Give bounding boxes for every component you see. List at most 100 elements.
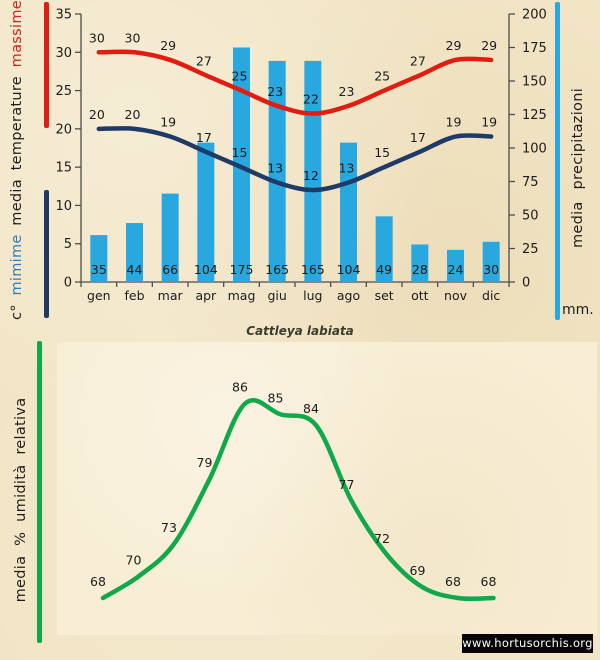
- max-temp-label: 27: [410, 53, 426, 68]
- precip-value-label: 44: [127, 262, 143, 277]
- precip-value-label: 175: [230, 262, 254, 277]
- precip-bar: [90, 235, 108, 282]
- min-temp-label: 20: [89, 107, 105, 122]
- humidity-value-label: 85: [268, 390, 284, 405]
- precip-bar: [268, 60, 286, 283]
- max-temp-label: 27: [196, 53, 212, 68]
- humidity-value-label: 73: [161, 520, 177, 535]
- humidity-value-label: 79: [197, 455, 213, 470]
- precip-bar: [197, 142, 215, 282]
- precip-tick-label: 25: [522, 242, 539, 257]
- right-axis-rail: media precipitazioni: [567, 43, 589, 293]
- precip-tick-label: 75: [522, 175, 539, 190]
- max-temp-label: 23: [339, 84, 355, 99]
- humidity-key-bar: [37, 341, 42, 643]
- celsius-unit-label: c°: [9, 304, 25, 320]
- min-temp-label: 13: [267, 160, 283, 175]
- precip-tick-label: 100: [522, 142, 547, 157]
- min-temp-label: 19: [481, 115, 497, 130]
- minima-series-label: mimime: [9, 234, 25, 296]
- max-temp-label: 23: [267, 84, 283, 99]
- humidity-chart-svg: 68 70 73 79 86 85 84 77 72 69 68 68: [90, 380, 497, 602]
- month-label: gen: [87, 288, 111, 303]
- precip-value-label: 24: [448, 262, 464, 277]
- min-temp-label: 15: [374, 145, 390, 160]
- mm-unit-label: mm.: [562, 302, 594, 318]
- humidity-value-label: 72: [374, 531, 390, 546]
- media-word-label: media: [9, 179, 25, 226]
- min-temp-label: 15: [232, 145, 248, 160]
- temp-tick-label: 25: [55, 84, 72, 99]
- month-label: lug: [303, 288, 322, 303]
- max-temp-label: 30: [89, 30, 105, 45]
- max-temp-label: 30: [125, 30, 141, 45]
- month-label: set: [375, 288, 394, 303]
- min-temp-label: 17: [410, 130, 426, 145]
- precip-bar: [447, 249, 464, 282]
- min-temp-label: 13: [339, 160, 355, 175]
- precip-bar: [411, 244, 429, 282]
- humidity-value-label: 84: [303, 401, 319, 416]
- max-temp-label: 29: [481, 38, 497, 53]
- precip-tick-label: 175: [522, 41, 547, 56]
- temp-tick-label: 5: [64, 237, 72, 252]
- month-label: giu: [267, 288, 286, 303]
- precipitation-key-bar: [555, 2, 560, 320]
- precip-bar: [304, 60, 322, 283]
- precip-tick-label: 150: [522, 75, 547, 90]
- precip-bar: [375, 216, 393, 282]
- watermark-url: www.hortusorchis.org: [462, 634, 593, 653]
- precip-value-label: 104: [194, 262, 218, 277]
- mimime-line: [96, 126, 494, 193]
- humidity-axis-rail: media % umidità relativa: [10, 355, 32, 645]
- precip-value-label: 104: [337, 262, 361, 277]
- max-temp-label: 22: [303, 92, 319, 107]
- precip-value-label: 165: [265, 262, 289, 277]
- mimime-key-bar: [44, 190, 49, 318]
- massime-key-bar: [44, 2, 49, 128]
- month-label: ott: [411, 288, 429, 303]
- humidity-value-label: 68: [90, 574, 106, 589]
- temperature-word-label: temperature: [9, 75, 25, 171]
- left-axis-rail: c° mimime media temperature massime: [6, 0, 28, 320]
- precip-bar: [482, 241, 500, 282]
- precip-bar: [126, 223, 143, 282]
- precip-tick-label: 50: [522, 209, 539, 224]
- humidity-value-label: 86: [232, 380, 248, 395]
- month-label: nov: [444, 288, 468, 303]
- massime-line: [96, 49, 494, 116]
- min-temp-label: 20: [125, 107, 141, 122]
- precip-bar: [161, 193, 179, 282]
- precip-value-label: 165: [301, 262, 325, 277]
- precip-value-label: 35: [91, 262, 107, 277]
- max-temp-label: 25: [232, 69, 248, 84]
- humidity-value-label: 68: [445, 574, 461, 589]
- massima-series-label: massime: [9, 0, 25, 68]
- humidity-axis-label: media % umidità relativa: [13, 397, 29, 603]
- precipitation-axis-label: media precipitazioni: [570, 87, 586, 249]
- temp-tick-label: 10: [55, 199, 72, 214]
- precip-value-label: 66: [162, 262, 178, 277]
- month-label: dic: [482, 288, 500, 303]
- max-temp-label: 29: [160, 38, 176, 53]
- max-temp-label: 29: [446, 38, 462, 53]
- humidity-line: [100, 397, 496, 602]
- min-temp-label: 12: [303, 168, 319, 183]
- humidity-value-label: 68: [481, 574, 497, 589]
- precip-value-label: 30: [483, 262, 499, 277]
- humidity-value-label: 69: [410, 563, 426, 578]
- humidity-panel: [57, 342, 597, 635]
- min-temp-label: 17: [196, 130, 212, 145]
- temp-tick-label: 30: [55, 46, 72, 61]
- temp-tick-label: 15: [55, 161, 72, 176]
- precip-value-label: 49: [376, 262, 392, 277]
- precip-value-label: 28: [412, 262, 428, 277]
- precip-tick-label: 200: [522, 8, 547, 23]
- temp-tick-label: 0: [64, 276, 72, 291]
- humidity-value-label: 77: [339, 477, 355, 492]
- month-label: mar: [158, 288, 184, 303]
- humidity-value-label: 70: [126, 552, 142, 567]
- precip-tick-label: 125: [522, 108, 547, 123]
